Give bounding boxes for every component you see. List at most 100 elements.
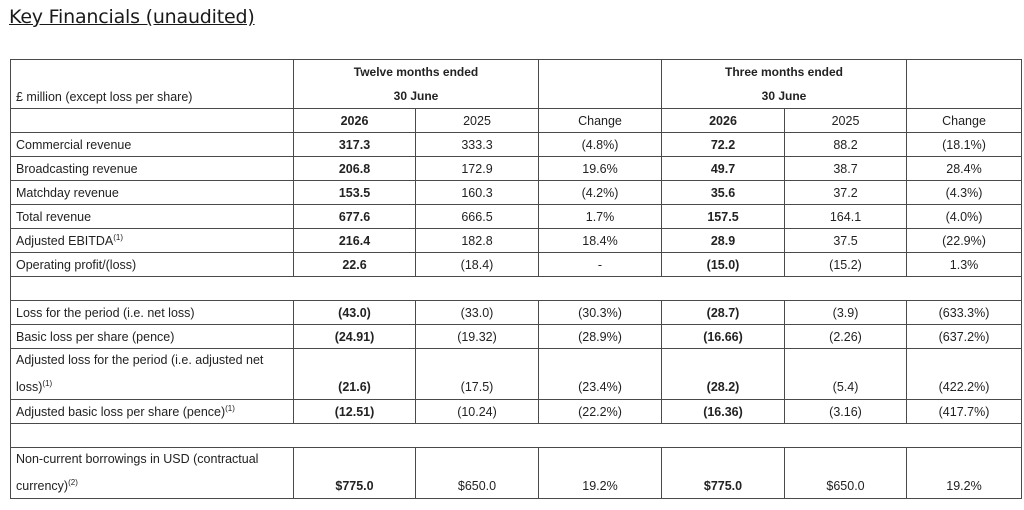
table-row: Broadcasting revenue 206.8 172.9 19.6% 49.7 3… [10, 156, 1023, 181]
row-label: Commercial revenue [10, 132, 294, 157]
value-cell: 206.8 [293, 156, 416, 181]
value-cell: (3.9) [783, 300, 908, 325]
value-cell: (4.0%) [906, 204, 1023, 229]
value-cell: 38.7 [783, 156, 908, 181]
value-cell: 153.5 [293, 180, 416, 205]
value-cell: (24.91) [293, 324, 416, 349]
row-label: Adjusted basic loss per share (pence)(1) [10, 399, 294, 425]
footnote-marker: (1) [225, 404, 235, 414]
value-cell: (43.0) [293, 300, 416, 325]
twelve-months-header: Twelve months ended 30 June [293, 59, 539, 109]
table-row: Operating profit/(loss) 22.6 (18.4) - (15.0)… [10, 252, 1023, 277]
header-row: £ million (except loss per share) Twelve… [10, 59, 1023, 109]
value-cell: $650.0 [415, 447, 539, 500]
value-cell: (15.2) [783, 252, 908, 277]
col-header: Change [538, 108, 662, 133]
value-cell: (4.3%) [906, 180, 1023, 205]
table-row: Non-current borrowings in USD (contractu… [10, 447, 1023, 500]
col-header: 2026 [293, 108, 416, 133]
row-label-header: £ million (except loss per share) [10, 59, 294, 109]
value-cell: (18.4) [415, 252, 539, 277]
empty-header-cell [10, 108, 294, 133]
value-cell: (18.1%) [906, 132, 1023, 157]
footnote-marker: (1) [113, 232, 124, 242]
value-cell: (16.66) [661, 324, 785, 349]
spacer-row [9, 423, 1023, 449]
value-cell: (4.8%) [538, 132, 662, 157]
value-cell: (23.4%) [538, 347, 662, 401]
footnote-marker: (1) [42, 379, 53, 388]
value-cell: (28.9%) [538, 324, 662, 349]
key-financials-table: £ million (except loss per share) Twelve… [9, 59, 1023, 500]
empty-header-cell [906, 59, 1023, 109]
value-cell: (17.5) [415, 347, 539, 401]
empty-header-cell [538, 59, 662, 109]
row-label: Total revenue [10, 204, 294, 229]
value-cell: $775.0 [661, 447, 785, 500]
value-cell: (15.0) [661, 252, 785, 277]
value-cell: (637.2%) [906, 324, 1023, 349]
col-header: 2025 [783, 108, 908, 133]
value-cell: 28.9 [661, 228, 785, 253]
table-row: Adjusted basic loss per share (pence)(1)… [10, 399, 1023, 425]
value-cell: 37.2 [783, 180, 908, 205]
value-cell: (633.3%) [906, 300, 1023, 325]
page-title: Key Financials (unaudited) [9, 6, 255, 28]
value-cell: (33.0) [415, 300, 539, 325]
value-cell: (16.36) [661, 399, 785, 425]
value-cell: 37.5 [783, 228, 908, 253]
value-cell: (22.9%) [906, 228, 1023, 253]
value-cell: 49.7 [661, 156, 785, 181]
row-label: Basic loss per share (pence) [10, 324, 294, 349]
value-cell: 1.7% [538, 204, 662, 229]
table-row: Loss for the period (i.e. net loss) (43.0… [10, 300, 1023, 325]
value-cell: (28.7) [661, 300, 785, 325]
row-label: Broadcasting revenue [10, 156, 294, 181]
value-cell: 160.3 [415, 180, 539, 205]
value-cell: $650.0 [783, 447, 908, 500]
table-row: Matchday revenue 153.5 160.3 (4.2%) 35.6 37.2… [10, 180, 1023, 205]
value-cell: (19.32) [415, 324, 539, 349]
value-cell: (28.2) [661, 347, 785, 401]
value-cell: 1.3% [906, 252, 1023, 277]
table-row: Basic loss per share (pence) (24.91) (19.3… [10, 324, 1023, 349]
value-cell: 19.2% [906, 447, 1023, 500]
value-cell: 666.5 [415, 204, 539, 229]
value-cell: (10.24) [415, 399, 539, 425]
value-cell: 333.3 [415, 132, 539, 157]
row-label: Non-current borrowings in USD (contractu… [10, 447, 294, 500]
spacer-row [9, 276, 1023, 301]
col-header: Change [906, 108, 1023, 133]
row-label: Matchday revenue [10, 180, 294, 205]
value-cell: 19.6% [538, 156, 662, 181]
value-cell: 164.1 [783, 204, 908, 229]
row-label: Adjusted EBITDA(1) [10, 228, 294, 253]
row-label: Loss for the period (i.e. net loss) [10, 300, 294, 325]
value-cell: (5.4) [783, 347, 908, 401]
value-cell: (422.2%) [906, 347, 1023, 401]
column-header-row: 2026 2025 Change 2026 2025 Change [10, 108, 1023, 133]
value-cell: (12.51) [293, 399, 416, 425]
value-cell: 88.2 [783, 132, 908, 157]
value-cell: 22.6 [293, 252, 416, 277]
value-cell: 28.4% [906, 156, 1023, 181]
value-cell: (21.6) [293, 347, 416, 401]
value-cell: 18.4% [538, 228, 662, 253]
value-cell: 35.6 [661, 180, 785, 205]
value-cell: 677.6 [293, 204, 416, 229]
value-cell: 172.9 [415, 156, 539, 181]
value-cell: - [538, 252, 662, 277]
value-cell: 72.2 [661, 132, 785, 157]
value-cell: (4.2%) [538, 180, 662, 205]
col-header: 2026 [661, 108, 785, 133]
value-cell: (417.7%) [906, 399, 1023, 425]
table-row: Total revenue 677.6 666.5 1.7% 157.5 164.1 (4.… [10, 204, 1023, 229]
value-cell: (30.3%) [538, 300, 662, 325]
table-row: Adjusted EBITDA(1) 216.4 182.8 18.4% 28.9 37.… [10, 228, 1023, 253]
value-cell: (22.2%) [538, 399, 662, 425]
three-months-header: Three months ended 30 June [660, 59, 908, 109]
col-header: 2025 [415, 108, 539, 133]
row-label: Adjusted loss for the period (i.e. adjus… [10, 347, 294, 401]
value-cell: 19.2% [538, 447, 662, 500]
value-cell: (3.16) [783, 399, 908, 425]
